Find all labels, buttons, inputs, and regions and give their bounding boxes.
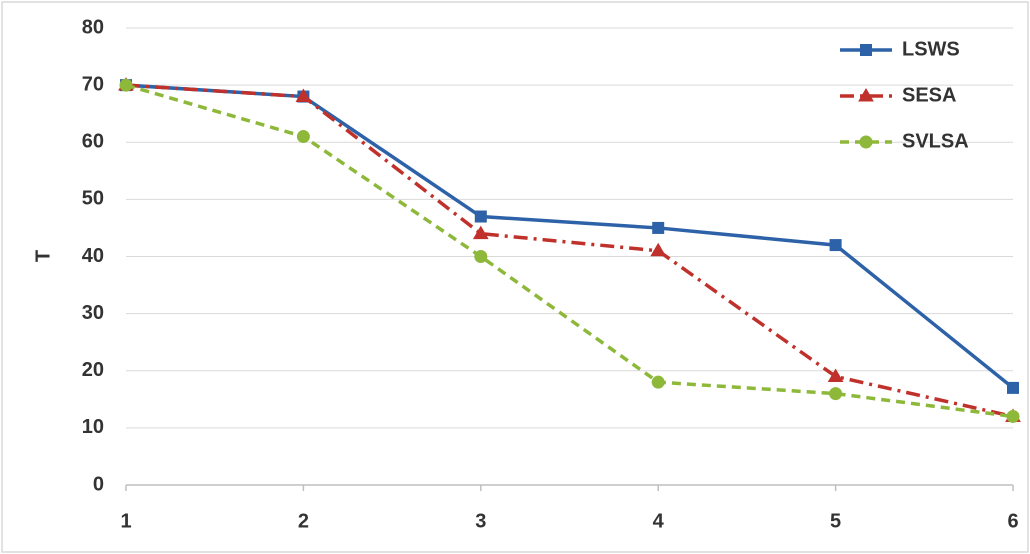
legend-marker	[860, 44, 872, 56]
data-point	[1007, 381, 1019, 394]
series-line	[125, 83, 1014, 419]
data-point	[650, 242, 667, 257]
data-point	[474, 210, 487, 223]
y-tick-label: 60	[82, 131, 104, 153]
data-point	[474, 250, 488, 263]
data-point	[295, 88, 312, 103]
y-tick-label: 20	[82, 359, 104, 381]
x-tick-label: 5	[830, 510, 841, 532]
x-tick-label: 2	[298, 510, 309, 532]
data-point	[652, 221, 665, 234]
series-line	[125, 83, 1014, 419]
legend-label: SVLSA	[902, 130, 969, 152]
data-point	[119, 78, 133, 92]
data-point	[829, 387, 843, 401]
x-tick-label: 1	[120, 510, 131, 532]
x-tick-label: 6	[1007, 510, 1018, 532]
data-point	[472, 225, 489, 240]
y-tick-label: 80	[82, 16, 104, 38]
data-point	[827, 368, 844, 382]
data-point	[829, 239, 842, 252]
y-tick-label: 10	[82, 416, 104, 438]
y-tick-label: 30	[82, 302, 104, 324]
data-point	[1006, 409, 1020, 423]
y-tick-label: 40	[82, 245, 104, 267]
y-tick-label: 70	[82, 73, 104, 95]
x-tick-label: 3	[475, 510, 486, 532]
y-axis-label: T	[32, 250, 54, 262]
data-point	[651, 375, 665, 389]
x-tick-label: 4	[653, 510, 665, 532]
legend-label: LSWS	[902, 38, 960, 60]
legend-marker	[859, 135, 873, 149]
legend-label: SESA	[902, 84, 956, 106]
legend-marker	[858, 88, 874, 102]
y-tick-label: 0	[93, 473, 104, 495]
data-point	[296, 130, 310, 144]
y-tick-label: 50	[82, 188, 104, 210]
